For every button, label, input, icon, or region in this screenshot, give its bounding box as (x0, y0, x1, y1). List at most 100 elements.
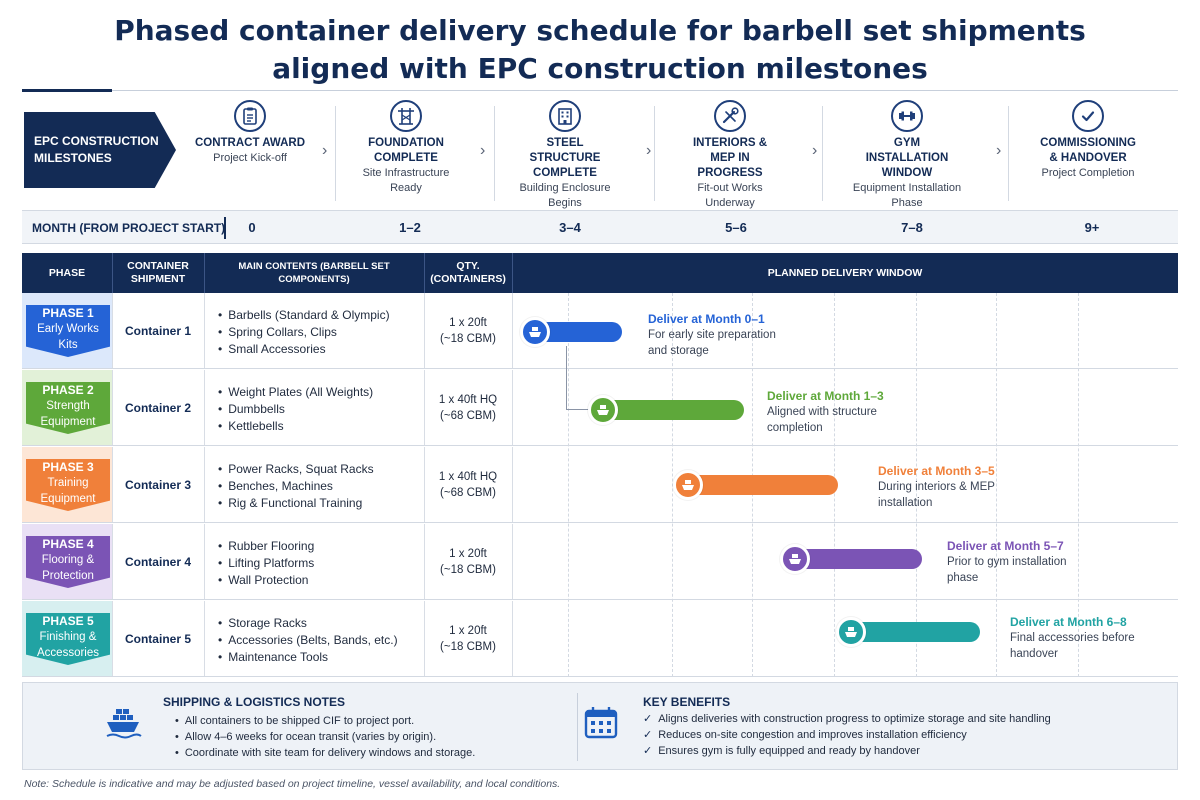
ship-icon (836, 617, 866, 647)
qty-volume: (~68 CBM) (440, 486, 496, 499)
milestone-divider (654, 106, 655, 201)
milestone-title: STEEL STRUCTURE COMPLETE (529, 137, 601, 179)
header-delivery-window: PLANNED DELIVERY WINDOW (767, 266, 923, 279)
phase-name: Early Works (37, 323, 99, 335)
month-row: MONTH (FROM PROJECT START) 0 1–2 3–4 5–6… (22, 210, 1178, 244)
list-item: Dumbbells (218, 401, 418, 418)
header-divider (424, 253, 425, 293)
qty-value: 1 x 20ft (449, 316, 487, 329)
list-item: Coordinate with site team for delivery w… (175, 745, 475, 761)
qty-value: 1 x 20ft (449, 624, 487, 637)
table-row-phase-1: PHASE 1 Early Works Kits Container 1 Bar… (22, 293, 1178, 369)
list-item: Ensures gym is fully equipped and ready … (643, 743, 1051, 759)
delivery-note: completion (767, 422, 823, 434)
table-row-phase-4: PHASE 4 Flooring & Protection Container … (22, 524, 1178, 600)
delivery-title: Deliver at Month 1–3 (767, 389, 884, 403)
chevron-right-icon: › (480, 142, 486, 159)
list-item: Power Racks, Squat Racks (218, 461, 418, 478)
container-name: Container 4 (124, 554, 191, 569)
contents-list: Weight Plates (All Weights) Dumbbells Ke… (218, 384, 418, 435)
contents-list: Power Racks, Squat Racks Benches, Machin… (218, 461, 418, 512)
delivery-note: Final accessories before (1010, 632, 1135, 644)
table-header: PHASE CONTAINER SHIPMENT MAIN CONTENTS (… (22, 253, 1178, 293)
phase-badge: PHASE 2 Strength Equipment (26, 382, 110, 434)
milestone-commissioning-handover: COMMISSIONING & HANDOVER Project Complet… (1008, 100, 1168, 181)
title-divider (22, 89, 1178, 92)
timeline-gridline (1078, 293, 1079, 677)
title-line-2: aligned with EPC construction milestones (272, 52, 928, 85)
phase-name: Training (47, 477, 89, 489)
phase-number: PHASE 3 (42, 460, 94, 474)
contents-list: Barbells (Standard & Olympic) Spring Col… (218, 307, 418, 358)
ship-icon (588, 395, 618, 425)
list-item: Aligns deliveries with construction prog… (643, 711, 1051, 727)
list-item: Benches, Machines (218, 478, 418, 495)
qty-volume: (~18 CBM) (440, 332, 496, 345)
list-item: Accessories (Belts, Bands, etc.) (218, 632, 418, 649)
key-benefits-list: Aligns deliveries with construction prog… (643, 711, 1051, 759)
milestone-title: CONTRACT AWARD (194, 137, 306, 149)
notes-panel: SHIPPING & LOGISTICS NOTES All container… (22, 682, 1178, 770)
list-item: Reduces on-site congestion and improves … (643, 727, 1051, 743)
clipboard-icon (234, 100, 266, 132)
delivery-bar-phase-2 (604, 400, 744, 420)
header-container: CONTAINER SHIPMENT (127, 260, 189, 285)
milestone-subtitle: Project Kick-off (213, 152, 287, 164)
ship-icon (520, 317, 550, 347)
phase-name: Flooring & (41, 554, 95, 566)
milestone-title: FOUNDATION COMPLETE (368, 137, 444, 164)
phase-number: PHASE 4 (42, 537, 94, 551)
milestone-title: INTERIORS & MEP IN PROGRESS (692, 137, 768, 179)
milestone-subtitle: Building Enclosure Begins (519, 182, 611, 209)
chevron-right-icon: › (646, 142, 652, 159)
delivery-title: Deliver at Month 6–8 (1010, 615, 1127, 629)
container-name: Container 2 (124, 400, 191, 415)
month-row-label: MONTH (FROM PROJECT START) (32, 221, 226, 235)
list-item: Barbells (Standard & Olympic) (218, 307, 418, 324)
building-icon (549, 100, 581, 132)
footnote: Note: Schedule is indicative and may be … (24, 778, 561, 790)
tools-icon (714, 100, 746, 132)
list-item: Kettlebells (218, 418, 418, 435)
phase-badge: PHASE 1 Early Works Kits (26, 305, 110, 357)
list-item: Rig & Functional Training (218, 495, 418, 512)
container-name: Container 5 (124, 631, 191, 646)
delivery-title: Deliver at Month 5–7 (947, 539, 1064, 553)
ship-icon (673, 470, 703, 500)
qty-cell: 1 x 20ft (~18 CBM) (424, 524, 512, 599)
delivery-title: Deliver at Month 0–1 (648, 312, 765, 326)
delivery-note: During interiors & MEP (878, 481, 995, 493)
check-circle-icon (1072, 100, 1104, 132)
month-row-divider (224, 217, 226, 239)
qty-volume: (~18 CBM) (440, 563, 496, 576)
milestone-divider (335, 106, 336, 201)
chevron-right-icon: › (812, 142, 818, 159)
milestones-label: EPC CONSTRUCTION MILESTONES (24, 112, 176, 188)
key-benefits-title: KEY BENEFITS (643, 695, 731, 709)
ship-icon (780, 544, 810, 574)
delivery-label-phase-3: Deliver at Month 3–5 During interiors & … (878, 463, 1078, 511)
list-item: Lifting Platforms (218, 555, 418, 572)
crane-icon (390, 100, 422, 132)
month-value: 0 (248, 220, 256, 235)
delivery-label-phase-1: Deliver at Month 0–1 For early site prep… (648, 311, 848, 359)
table-row-phase-3: PHASE 3 Training Equipment Container 3 P… (22, 447, 1178, 523)
timeline-gridline (916, 293, 917, 677)
list-item: Weight Plates (All Weights) (218, 384, 418, 401)
milestone-interiors-mep: INTERIORS & MEP IN PROGRESS Fit-out Work… (650, 100, 810, 211)
delivery-bar-phase-1 (538, 322, 622, 342)
phase-number: PHASE 2 (42, 383, 94, 397)
phase-name: Accessories (37, 647, 99, 659)
phase-number: PHASE 1 (42, 306, 94, 320)
list-item: Maintenance Tools (218, 649, 418, 666)
milestone-subtitle: Project Completion (1041, 167, 1135, 179)
header-divider (112, 253, 113, 293)
page-title: Phased container delivery schedule for b… (0, 12, 1200, 88)
milestone-divider (822, 106, 823, 201)
delivery-note: installation (878, 497, 933, 509)
phase-badge: PHASE 5 Finishing & Accessories (26, 613, 110, 665)
delivery-note: For early site preparation (648, 329, 776, 341)
list-item: Small Accessories (218, 341, 418, 358)
qty-value: 1 x 20ft (449, 547, 487, 560)
delivery-note: and storage (648, 345, 709, 357)
